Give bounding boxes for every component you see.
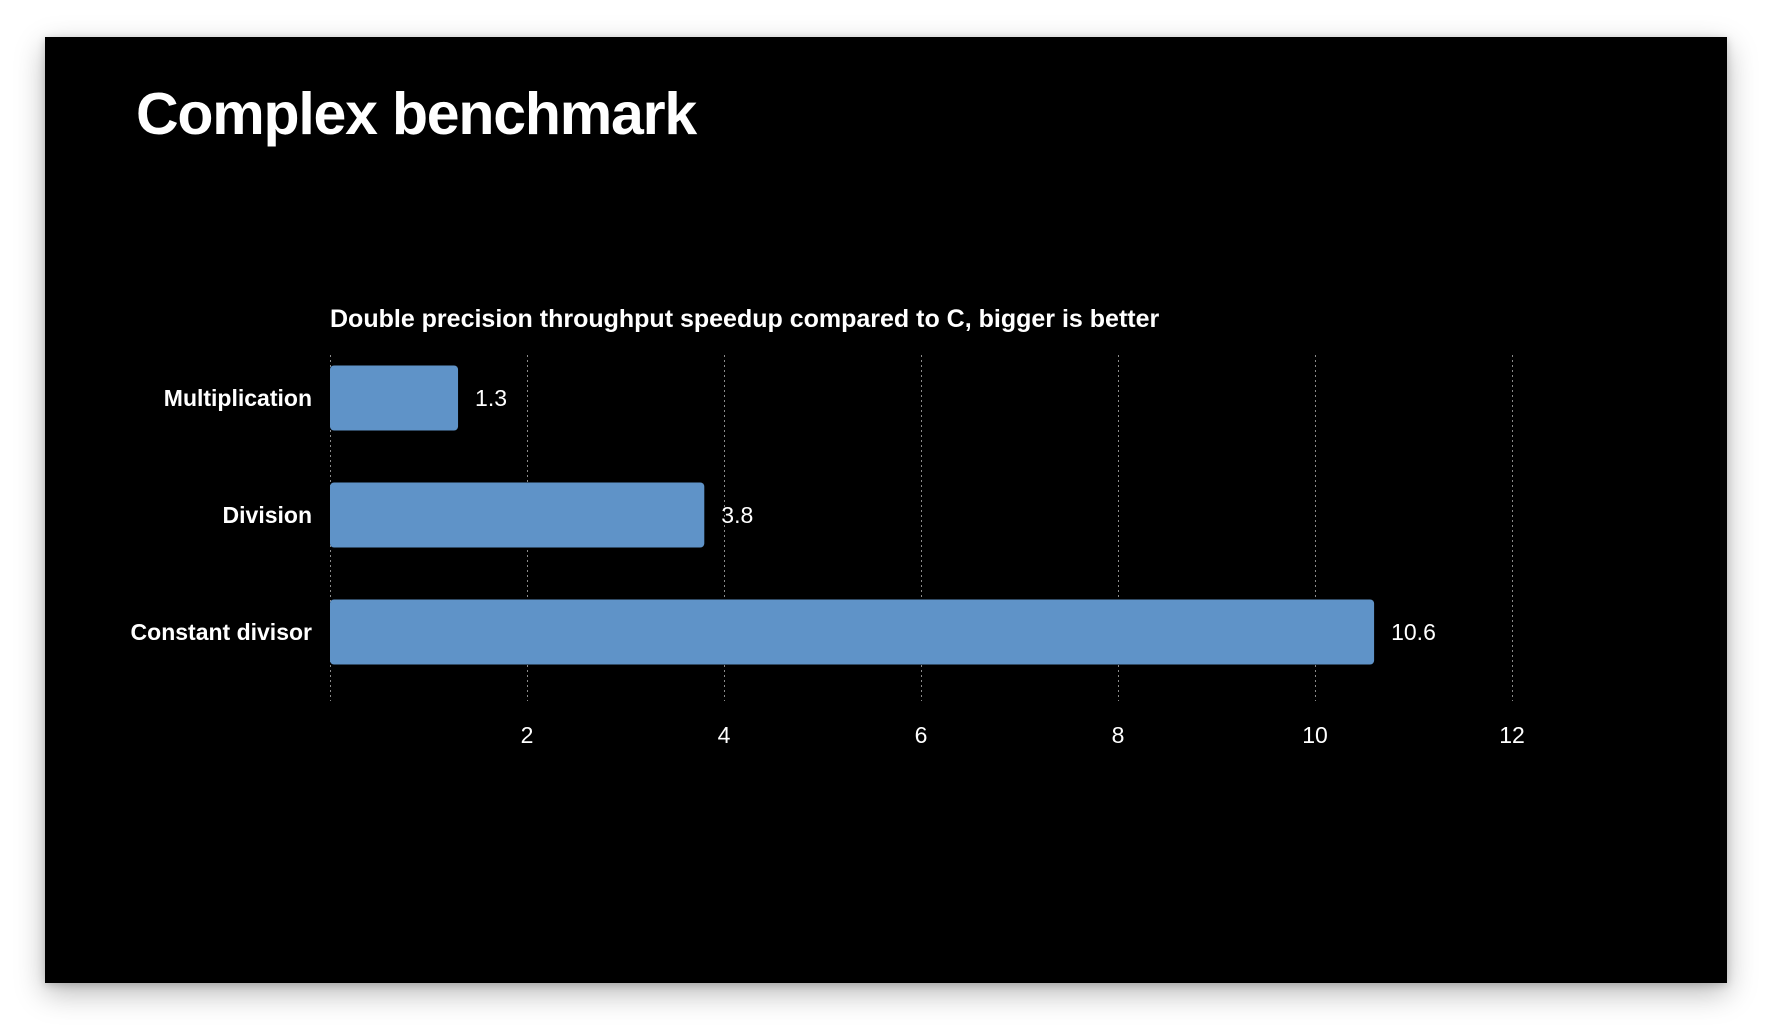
value-labels: 1.3 3.8 10.6 (475, 385, 1436, 645)
x-tick-label-8: 8 (1112, 722, 1125, 748)
x-tick-label-6: 6 (915, 722, 928, 748)
bar-multiplication (330, 365, 459, 431)
x-tick-label-2: 2 (521, 722, 534, 748)
category-label-multiplication: Multiplication (164, 385, 312, 411)
bar-constant-divisor (330, 599, 1375, 665)
value-label-constant-divisor: 10.6 (1391, 619, 1436, 645)
category-label-division: Division (223, 502, 312, 528)
presentation-slide: Complex benchmark Double precision throu… (45, 37, 1727, 983)
bars (330, 365, 1375, 665)
category-label-constant-divisor: Constant divisor (131, 619, 313, 645)
category-labels: Multiplication Division Constant divisor (131, 385, 313, 645)
x-tick-label-10: 10 (1302, 722, 1328, 748)
slide-title: Complex benchmark (136, 81, 697, 147)
x-axis-tick-labels: 2 4 6 8 10 12 (521, 722, 1525, 748)
x-tick-label-12: 12 (1499, 722, 1525, 748)
x-tick-label-4: 4 (718, 722, 731, 748)
value-label-division: 3.8 (721, 502, 753, 528)
value-label-multiplication: 1.3 (475, 385, 507, 411)
chart-subtitle: Double precision throughput speedup comp… (330, 305, 1159, 333)
bar-chart: Double precision throughput speedup comp… (131, 305, 1525, 748)
bar-division (330, 482, 705, 548)
